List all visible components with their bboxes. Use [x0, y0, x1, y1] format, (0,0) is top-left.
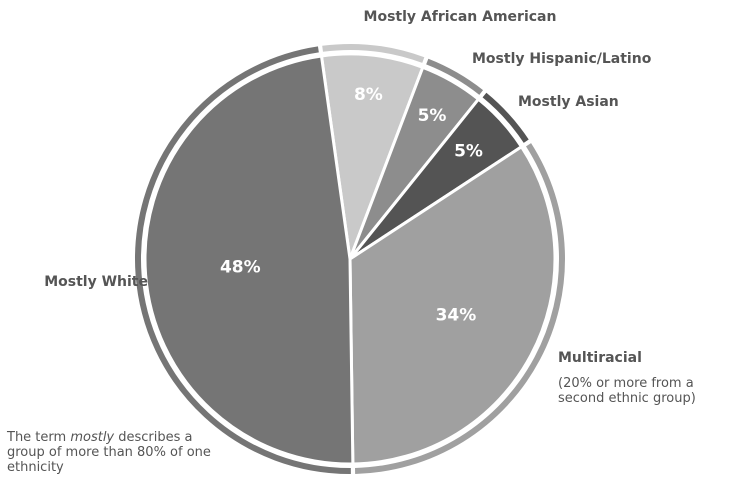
ring-arc: [355, 143, 565, 474]
value-label: 5%: [418, 106, 447, 126]
category-label: Multiracial: [558, 350, 642, 366]
ring-arc: [426, 58, 484, 95]
category-label: Mostly Asian: [518, 94, 619, 110]
category-label: Mostly White: [44, 274, 148, 290]
category-label: Mostly Hispanic/Latino: [472, 51, 652, 67]
footnote-emphasis: mostly: [70, 430, 115, 445]
pie-slice: [143, 54, 355, 466]
pie-slice: [348, 144, 557, 466]
value-label: 5%: [454, 142, 483, 162]
pie-slice: [319, 52, 425, 260]
ring-arc: [322, 44, 425, 63]
value-label: 8%: [354, 85, 383, 105]
footnote-text: describes a group of more than 80% of on…: [7, 430, 211, 475]
category-note: (20% or more from a second ethnic group): [558, 376, 696, 406]
value-label: 34%: [436, 305, 477, 325]
footnote-text: The term: [7, 430, 71, 445]
category-label: Mostly African American: [363, 9, 557, 25]
ring-arc: [135, 46, 351, 474]
ring-arc: [482, 92, 529, 143]
value-label: 48%: [220, 257, 261, 277]
footnote: The term mostly describes a group of mor…: [7, 430, 212, 475]
